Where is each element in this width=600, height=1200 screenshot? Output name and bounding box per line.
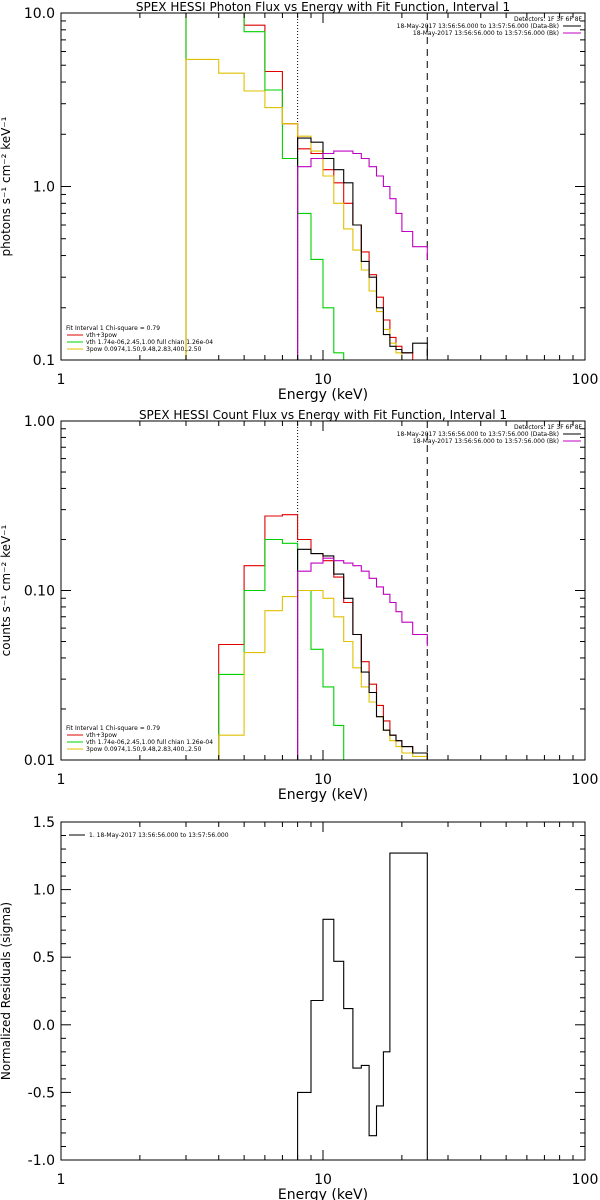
- detectors-label: Detectors: 1F 3F 6F 8F: [514, 424, 583, 431]
- photon-flux-legend-top-right: Detectors: 1F 3F 6F 8F 18-May-2017 13:56…: [397, 16, 583, 37]
- residuals-ytick-label: 0.5: [33, 950, 55, 966]
- count-flux-xtick-label: 100: [572, 772, 599, 788]
- count-flux-panel: 1 10 100 0.01 0.10 1.00 SPEX HESSI Count Flux…: [0, 408, 599, 803]
- photon-flux-ytick-label: 1.0: [33, 180, 55, 196]
- photon-flux-panel: 1 10 100 0.1 1.0 10.0 SPEX HESSI Photon Flux …: [0, 0, 599, 403]
- photon-flux-ytick-label: 0.1: [33, 353, 55, 369]
- legend-data-bk-label: 18-May-2017 13:56:56.000 to 13:57:56.000…: [397, 23, 559, 30]
- photon-flux-ylabel: photons s⁻¹ cm⁻² keV⁻¹: [0, 116, 13, 256]
- legend-vth-label: vth 1.74e-06,2.45,1.00 full chian 1.26e-…: [86, 339, 213, 346]
- photon-flux-series-bk: [297, 150, 428, 360]
- legend-vth-3pow-label: vth+3pow: [86, 332, 117, 339]
- count-flux-series-total: [297, 548, 428, 760]
- photon-flux-series-vth: [185, 13, 345, 360]
- photon-flux-ytick-label: 10.0: [24, 6, 55, 22]
- count-flux-plot-area: [218, 421, 428, 760]
- residuals-xtick-label: 10: [314, 1172, 332, 1188]
- count-flux-series-3pow: [218, 589, 428, 760]
- photon-flux-plot-area: [185, 13, 428, 360]
- residuals-ytick-label: 0.0: [33, 1018, 55, 1034]
- fit-interval-label: Fit Interval 1 Chi-square = 0.79: [66, 325, 160, 332]
- residuals-ytick-label: -1.0: [28, 1153, 55, 1169]
- photon-flux-legend-bottom-left: Fit Interval 1 Chi-square = 0.79 vth+3po…: [66, 325, 213, 353]
- legend-vth-label: vth 1.74e-06,2.45,1.00 full chian 1.26e-…: [86, 739, 213, 746]
- residuals-series-residuals: [297, 852, 428, 1160]
- count-flux-ytick-label: 0.10: [24, 584, 55, 600]
- residuals-plot-area: [297, 852, 428, 1160]
- count-flux-ylabel: counts s⁻¹ cm⁻² keV⁻¹: [0, 524, 13, 656]
- residuals-ytick-label: 1.5: [33, 815, 55, 831]
- residuals-legend: 1. 18-May-2017 13:56:56.000 to 13:57:56.…: [69, 832, 229, 839]
- photon-flux-xtick-label: 10: [314, 372, 332, 388]
- residuals-panel: 1 10 100-1.0-0.50.00.51.01.5 Energy (keV) …: [0, 815, 598, 1200]
- count-flux-xtick-label: 1: [57, 772, 66, 788]
- legend-bk-label: 18-May-2017 13:56:56.000 to 13:57:56.000…: [413, 30, 559, 37]
- legend-data-bk-label: 18-May-2017 13:56:56.000 to 13:57:56.000…: [397, 431, 559, 438]
- photon-flux-xtick-label: 100: [572, 372, 599, 388]
- count-flux-title: SPEX HESSI Count Flux vs Energy with Fit…: [139, 408, 507, 422]
- count-flux-ytick-label: 0.01: [24, 753, 55, 769]
- legend-3pow-label: 3pow 0.0974,1.50,9.48,2.83,400.,2.50: [86, 346, 202, 353]
- count-flux-series-vth: [218, 538, 345, 760]
- count-flux-legend-bottom-left: Fit Interval 1 Chi-square = 0.79 vth+3po…: [66, 725, 213, 753]
- legend-vth-3pow-label: vth+3pow: [86, 732, 117, 739]
- legend-3pow-label: 3pow 0.0974,1.50,9.48,2.83,400.,2.50: [86, 746, 202, 753]
- fit-interval-label: Fit Interval 1 Chi-square = 0.79: [66, 725, 160, 732]
- photon-flux-title: SPEX HESSI Photon Flux vs Energy with Fi…: [136, 0, 510, 14]
- residuals-ytick-label: 1.0: [33, 883, 55, 899]
- count-flux-ytick-label: 1.00: [24, 414, 55, 430]
- residuals-xtick-label: 100: [572, 1172, 599, 1188]
- photon-flux-xlabel: Energy (keV): [278, 387, 368, 403]
- count-flux-legend-top-right: Detectors: 1F 3F 6F 8F 18-May-2017 13:56…: [397, 424, 583, 445]
- residuals-interval-label: 1. 18-May-2017 13:56:56.000 to 13:57:56.…: [89, 832, 229, 839]
- count-flux-xtick-label: 10: [314, 772, 332, 788]
- residuals-ylabel: Normalized Residuals (sigma): [0, 902, 13, 1080]
- residuals-xtick-label: 1: [57, 1172, 66, 1188]
- legend-bk-label: 18-May-2017 13:56:56.000 to 13:57:56.000…: [413, 438, 559, 445]
- residuals-xlabel: Energy (keV): [278, 1187, 368, 1200]
- count-flux-xlabel: Energy (keV): [278, 787, 368, 803]
- detectors-label: Detectors: 1F 3F 6F 8F: [514, 16, 583, 23]
- photon-flux-xtick-label: 1: [57, 372, 66, 388]
- residuals-ytick-label: -0.5: [28, 1085, 55, 1101]
- count-flux-series-bk: [297, 557, 428, 760]
